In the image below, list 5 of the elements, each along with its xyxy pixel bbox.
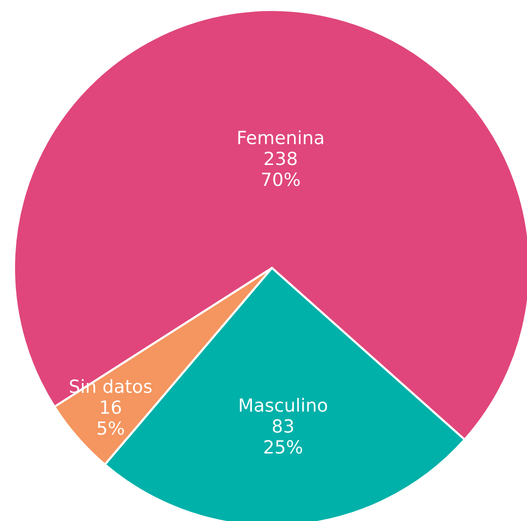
data-label: 238 70% [262,152,300,186]
data-label: 83 25% [264,419,302,454]
slice-label: Femenina [238,130,324,144]
slice-label: Masculino [240,398,328,412]
data-label: 16 5% [98,400,124,435]
